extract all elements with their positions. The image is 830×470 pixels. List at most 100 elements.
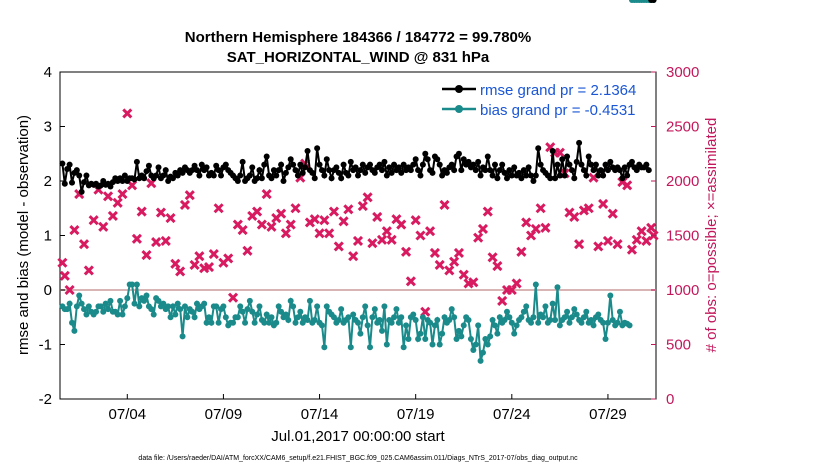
obs-marker-stroke [540, 222, 551, 233]
obs-marker-stroke [252, 206, 263, 217]
obs-count-marker [434, 259, 445, 270]
bias-point [600, 319, 607, 326]
rmse-point [278, 161, 285, 168]
bias-point [311, 316, 318, 323]
bias-point [64, 306, 71, 313]
y2-tick-label: 1500 [666, 228, 699, 245]
obs-marker-stroke [261, 189, 272, 200]
rmse-point [160, 172, 167, 179]
rmse-point [162, 167, 169, 174]
bias-point [201, 300, 208, 307]
rmse-point [280, 178, 287, 184]
obs-count-marker [410, 215, 421, 226]
rmse-point [316, 161, 323, 168]
bias-point [451, 314, 458, 321]
legend-bias-marker [455, 105, 463, 113]
rmse-point [121, 172, 128, 179]
bias-point [318, 322, 325, 329]
obs-marker-stroke [112, 197, 123, 208]
obs-marker-stroke [69, 224, 80, 236]
obs-marker-stroke [223, 253, 234, 264]
rmse-point [568, 167, 575, 174]
bias-point [609, 316, 616, 323]
rmse-point [321, 172, 328, 179]
obs-marker-stroke [127, 180, 138, 191]
obs-marker-stroke [122, 108, 133, 119]
rmse-point [323, 156, 330, 163]
rmse-point [145, 162, 152, 169]
rmse-point [487, 167, 494, 174]
bias-point [294, 314, 301, 321]
obs-count-marker [57, 257, 68, 268]
obs-marker-stroke [333, 241, 344, 252]
obs-count-marker [160, 235, 171, 247]
bias-point [206, 314, 212, 321]
bias-point [347, 344, 354, 351]
bias-point [415, 336, 422, 343]
obs-count-marker [170, 258, 181, 269]
obs-count-marker [88, 215, 99, 226]
rmse-point [131, 176, 138, 183]
bias-point [184, 314, 191, 321]
obs-marker-stroke [155, 207, 166, 218]
obs-marker-stroke [213, 203, 224, 214]
legend: rmse grand pr = 2.1364 bias grand pr = -… [442, 82, 636, 119]
bias-point [552, 316, 559, 323]
rmse-point [501, 169, 508, 176]
obs-marker-stroke [357, 201, 368, 212]
y2-tick-label: 1000 [666, 282, 699, 299]
x-tick-label: 07/19 [397, 406, 435, 423]
rmse-point [270, 167, 277, 174]
rmse-point [395, 164, 402, 171]
rmse-point [357, 167, 364, 174]
bias-point [491, 322, 498, 329]
rmse-point [155, 164, 162, 171]
bias-point [100, 308, 107, 315]
obs-marker-stroke [646, 222, 657, 233]
obs-count-marker [646, 222, 657, 233]
bias-point [607, 292, 614, 299]
obs-marker-stroke [439, 199, 450, 211]
rmse-point [525, 164, 532, 171]
obs-marker-stroke [184, 190, 195, 201]
rmse-point [282, 169, 289, 176]
rmse-point [133, 158, 140, 165]
obs-marker-stroke [57, 257, 68, 268]
obs-marker-stroke [429, 247, 440, 259]
bias-point [71, 327, 78, 334]
bias-point [395, 319, 402, 326]
bias-point [275, 303, 282, 310]
bias-point [568, 314, 575, 321]
rmse-point [193, 167, 200, 174]
obs-marker-stroke [227, 292, 239, 303]
rmse-point [333, 164, 340, 171]
obs-count-marker [636, 226, 647, 237]
bias-point [482, 336, 489, 343]
obs-count-marker [117, 189, 128, 200]
bias-point [85, 303, 92, 310]
rmse-point [69, 179, 76, 186]
obs-marker-stroke [103, 191, 114, 202]
bias-point [169, 303, 176, 310]
bias-point [290, 303, 297, 310]
obs-count-marker [487, 252, 498, 263]
rmse-point [59, 160, 66, 167]
obs-count-marker [401, 246, 412, 257]
y-tick-label: 1 [44, 228, 52, 245]
bias-point [362, 303, 369, 310]
bias-point [304, 316, 311, 323]
bias-point [427, 319, 434, 326]
rmse-point [518, 175, 525, 182]
bias-point [69, 319, 76, 326]
y2-tick-label: 2000 [666, 173, 699, 190]
bias-point [117, 297, 124, 304]
rmse-point [302, 164, 309, 171]
rmse-point [297, 161, 304, 168]
obs-count-marker [530, 223, 541, 235]
obs-count-marker [376, 234, 388, 245]
bias-point [501, 316, 508, 323]
obs-marker-stroke [131, 233, 142, 244]
obs-count-marker [256, 219, 267, 230]
obs-marker-stroke [376, 234, 388, 245]
rmse-point [381, 158, 388, 165]
